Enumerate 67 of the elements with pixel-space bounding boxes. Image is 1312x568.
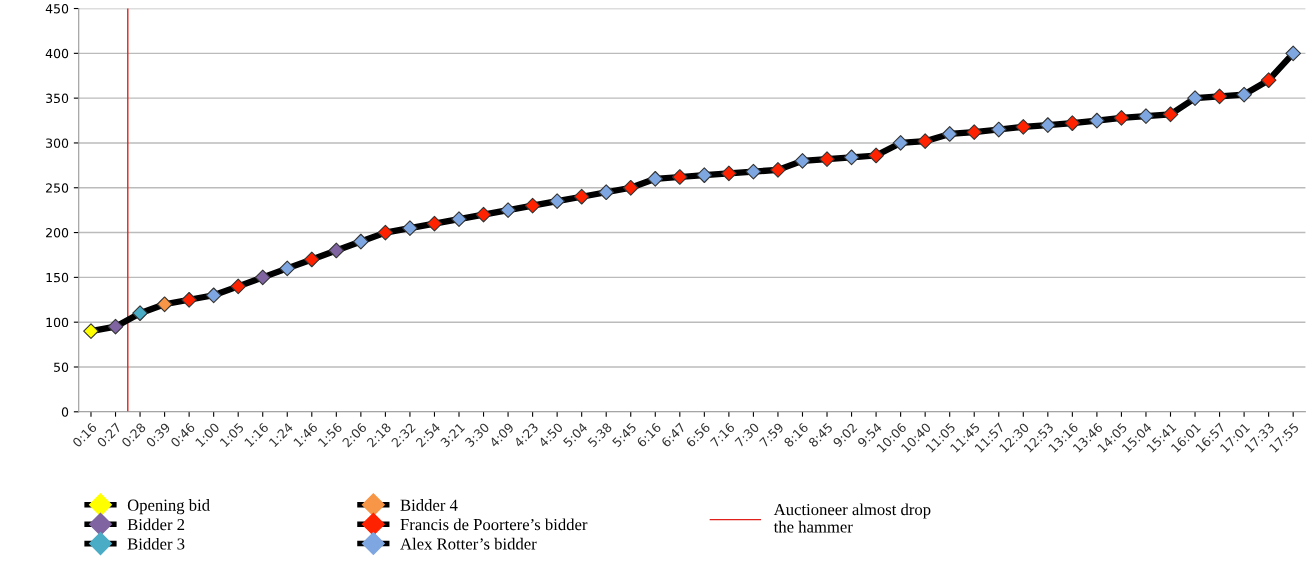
point <box>868 147 884 164</box>
point <box>1113 110 1130 126</box>
y-tick-label: 350 <box>46 93 69 104</box>
point <box>721 165 737 182</box>
point <box>1039 117 1056 133</box>
point <box>83 323 99 339</box>
point <box>451 211 467 227</box>
point <box>892 135 909 151</box>
y-tick-label: 450 <box>45 3 69 14</box>
legend-label: Bidder 4 <box>400 499 458 511</box>
point <box>1236 86 1252 103</box>
y-tick-label: 300 <box>46 138 69 148</box>
point <box>181 291 197 308</box>
legend-label: Bidder 2 <box>127 518 185 531</box>
point <box>598 184 615 201</box>
point <box>402 220 418 236</box>
point <box>1138 108 1154 124</box>
point <box>794 153 811 169</box>
point <box>254 269 271 286</box>
point <box>990 121 1007 138</box>
point <box>328 242 345 259</box>
point <box>770 161 786 178</box>
point <box>1015 118 1032 135</box>
legend-label: Opening bid <box>127 499 210 515</box>
point <box>500 202 516 218</box>
point <box>647 170 664 187</box>
y-tick-label: 100 <box>46 317 69 328</box>
point <box>475 206 492 223</box>
point <box>353 233 369 250</box>
y-tick-label: 200 <box>46 228 69 238</box>
point <box>917 133 933 149</box>
point <box>1162 106 1179 123</box>
point <box>622 179 639 196</box>
y-tick-label: 150 <box>46 272 69 283</box>
point <box>573 188 590 205</box>
point <box>1260 72 1277 89</box>
point <box>426 215 443 232</box>
point <box>377 224 394 241</box>
point <box>524 197 541 214</box>
point <box>1285 45 1302 62</box>
point <box>1211 88 1228 105</box>
y-tick-label: 250 <box>46 183 69 193</box>
point <box>941 126 958 142</box>
point <box>1064 115 1081 132</box>
point <box>303 251 320 268</box>
legend-label: Bidder 3 <box>127 537 185 550</box>
y-tick-label: 0 <box>61 407 69 417</box>
legend-label: Auctioneer almost drop the hammer <box>773 503 931 533</box>
point <box>1187 90 1203 106</box>
point <box>132 305 148 322</box>
legend-label: Alex Rotter’s bidder <box>400 537 537 550</box>
point <box>696 167 713 184</box>
point <box>819 151 835 167</box>
legend-label: Francis de Poortere’s bidder <box>400 518 588 531</box>
y-tick-label: 50 <box>54 362 69 372</box>
point <box>279 260 296 277</box>
point <box>230 278 247 295</box>
point <box>156 296 173 313</box>
point <box>1089 112 1105 129</box>
point <box>205 287 222 304</box>
point <box>745 163 762 180</box>
point <box>107 318 124 335</box>
y-tick-label: 400 <box>45 48 69 59</box>
point <box>549 193 565 210</box>
point <box>671 169 688 185</box>
point <box>966 124 983 141</box>
point <box>843 149 860 166</box>
